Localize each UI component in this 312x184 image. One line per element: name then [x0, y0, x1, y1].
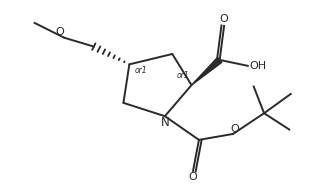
Text: O: O	[231, 124, 239, 134]
Text: or1: or1	[176, 71, 189, 80]
Text: O: O	[189, 172, 197, 183]
Polygon shape	[192, 57, 222, 85]
Text: N: N	[160, 116, 169, 129]
Text: O: O	[56, 27, 64, 37]
Text: or1: or1	[135, 66, 148, 75]
Text: OH: OH	[250, 61, 267, 71]
Text: O: O	[220, 14, 228, 24]
